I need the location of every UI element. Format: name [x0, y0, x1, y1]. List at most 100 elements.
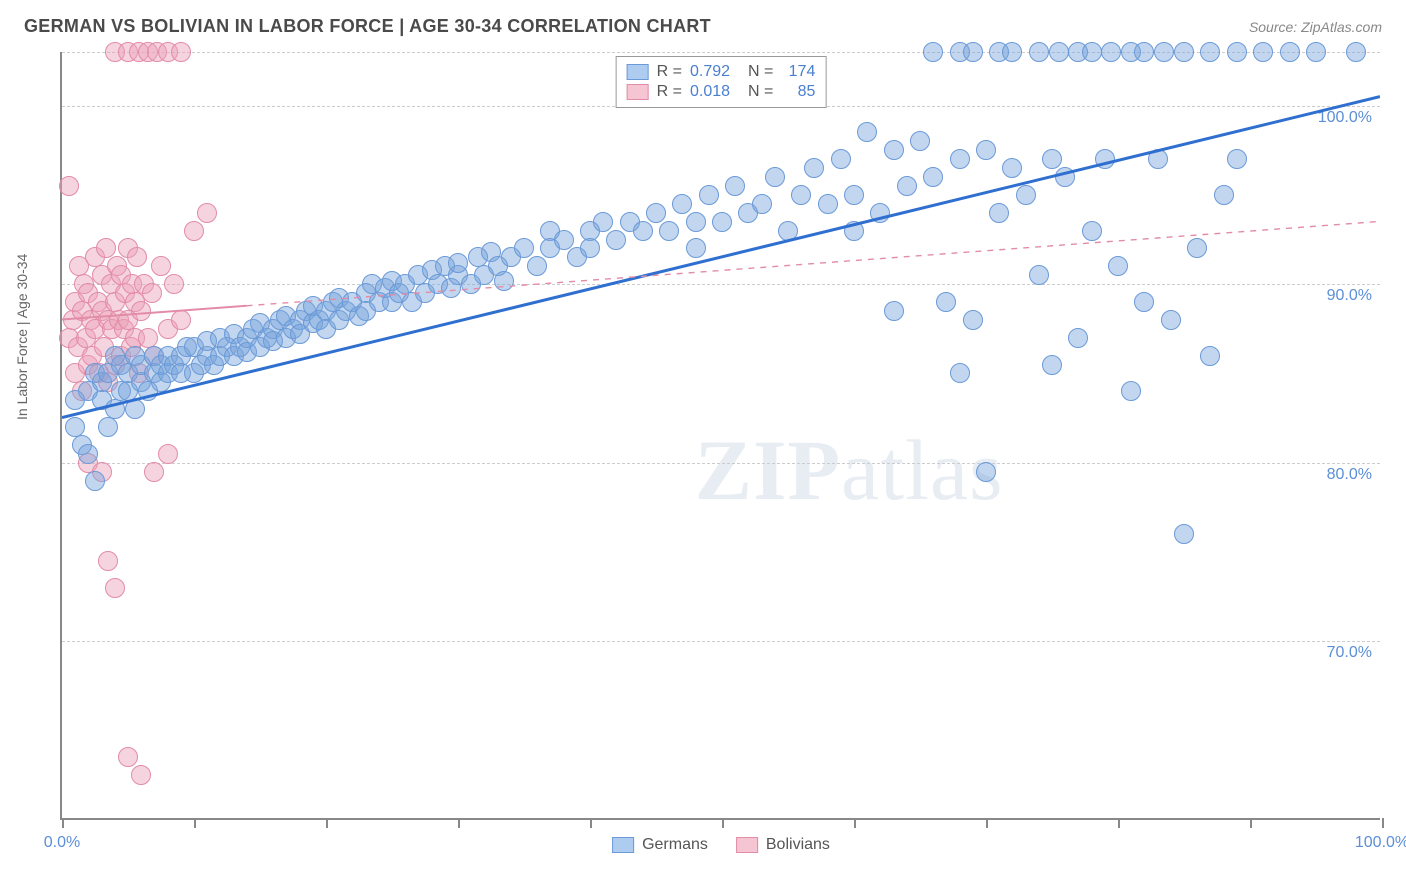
germans-point: [857, 122, 877, 142]
bolivians-point: [59, 176, 79, 196]
germans-point: [884, 301, 904, 321]
germans-point: [778, 221, 798, 241]
germans-point: [672, 194, 692, 214]
germans-point: [791, 185, 811, 205]
legend-r-value: 0.792: [690, 63, 730, 81]
chart-plot-area: ZIPatlas 70.0%80.0%90.0%100.0% R = 0.792…: [60, 52, 1380, 820]
germans-point: [646, 203, 666, 223]
y-axis-label: In Labor Force | Age 30-34: [14, 254, 30, 420]
germans-point: [1161, 310, 1181, 330]
germans-point: [1306, 42, 1326, 62]
bolivians-point: [164, 274, 184, 294]
germans-point: [1154, 42, 1174, 62]
chart-title: GERMAN VS BOLIVIAN IN LABOR FORCE | AGE …: [24, 16, 711, 37]
legend-n-value: 85: [781, 83, 815, 101]
germans-point: [897, 176, 917, 196]
germans-point: [765, 167, 785, 187]
legend-swatch: [736, 837, 758, 853]
bolivians-point: [171, 42, 191, 62]
legend-swatch: [627, 84, 649, 100]
germans-point: [844, 221, 864, 241]
bolivians-point: [171, 310, 191, 330]
germans-point: [1002, 158, 1022, 178]
bolivians-point: [158, 444, 178, 464]
x-tick: [722, 818, 724, 828]
legend-r-label: R =: [657, 83, 682, 101]
germans-point: [844, 185, 864, 205]
x-tick: [458, 818, 460, 828]
germans-point: [976, 462, 996, 482]
bolivians-point: [144, 462, 164, 482]
germans-point: [818, 194, 838, 214]
x-tick: [590, 818, 592, 828]
germans-point: [923, 167, 943, 187]
scatter-layer: [62, 52, 1380, 818]
germans-point: [1227, 149, 1247, 169]
germans-point: [494, 271, 514, 291]
germans-point: [910, 131, 930, 151]
chart-source: Source: ZipAtlas.com: [1249, 19, 1382, 35]
germans-point: [804, 158, 824, 178]
bolivians-point: [105, 578, 125, 598]
germans-point: [1280, 42, 1300, 62]
x-tick: [986, 818, 988, 828]
bolivians-point: [142, 283, 162, 303]
x-tick: [1250, 818, 1252, 828]
germans-point: [1016, 185, 1036, 205]
germans-point: [1227, 42, 1247, 62]
legend-series-item: Bolivians: [736, 836, 830, 854]
bolivians-point: [184, 221, 204, 241]
germans-point: [870, 203, 890, 223]
germans-point: [580, 238, 600, 258]
germans-point: [1068, 328, 1088, 348]
bolivians-point: [96, 238, 116, 258]
bolivians-point: [98, 551, 118, 571]
x-tick: [194, 818, 196, 828]
germans-point: [1082, 42, 1102, 62]
germans-point: [606, 230, 626, 250]
legend-series-label: Bolivians: [766, 836, 830, 854]
bolivians-point: [118, 747, 138, 767]
germans-point: [78, 444, 98, 464]
germans-point: [593, 212, 613, 232]
germans-point: [448, 253, 468, 273]
germans-point: [976, 140, 996, 160]
germans-point: [686, 238, 706, 258]
germans-point: [831, 149, 851, 169]
legend-stats: R = 0.792 N = 174 R = 0.018 N = 85: [616, 56, 827, 108]
germans-point: [1121, 381, 1141, 401]
germans-point: [633, 221, 653, 241]
germans-point: [963, 42, 983, 62]
bolivians-point: [151, 256, 171, 276]
germans-point: [1002, 42, 1022, 62]
germans-point: [1174, 524, 1194, 544]
bolivians-point: [197, 203, 217, 223]
germans-point: [923, 42, 943, 62]
x-tick: [326, 818, 328, 828]
bolivians-point: [131, 301, 151, 321]
germans-point: [1200, 42, 1220, 62]
germans-point: [1095, 149, 1115, 169]
germans-point: [1029, 42, 1049, 62]
germans-point: [1346, 42, 1366, 62]
germans-point: [1134, 292, 1154, 312]
germans-point: [1148, 149, 1168, 169]
germans-point: [725, 176, 745, 196]
germans-point: [1214, 185, 1234, 205]
germans-point: [950, 149, 970, 169]
germans-point: [1108, 256, 1128, 276]
germans-point: [1029, 265, 1049, 285]
legend-stat-row: R = 0.792 N = 174: [627, 63, 816, 81]
germans-point: [1055, 167, 1075, 187]
legend-r-value: 0.018: [690, 83, 730, 101]
germans-point: [527, 256, 547, 276]
germans-point: [950, 363, 970, 383]
germans-point: [1253, 42, 1273, 62]
germans-point: [1042, 355, 1062, 375]
bolivians-point: [131, 765, 151, 785]
chart-header: GERMAN VS BOLIVIAN IN LABOR FORCE | AGE …: [0, 0, 1406, 45]
germans-point: [686, 212, 706, 232]
germans-point: [554, 230, 574, 250]
germans-point: [125, 399, 145, 419]
legend-n-label: N =: [748, 83, 773, 101]
